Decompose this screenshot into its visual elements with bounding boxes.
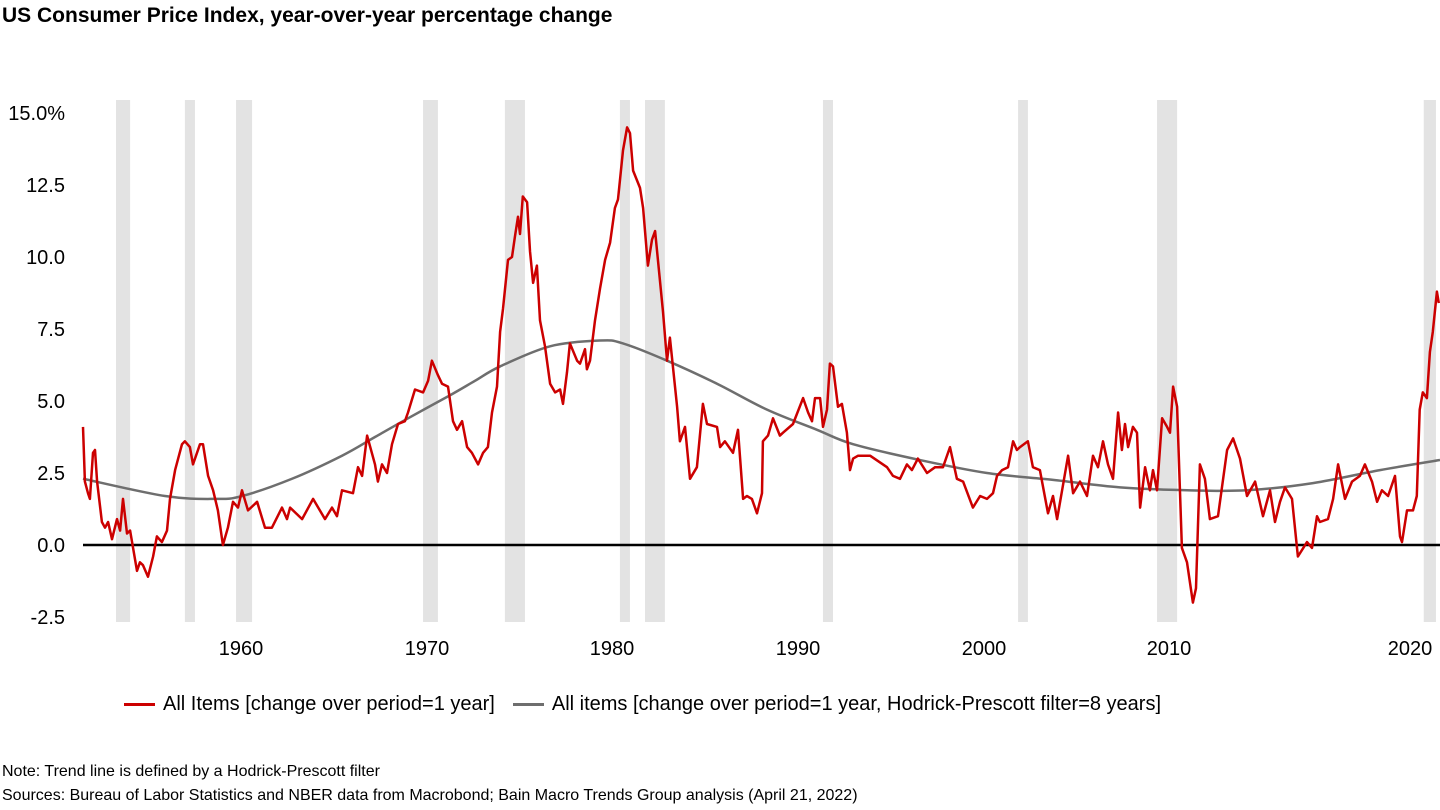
recession-bar [822,100,833,622]
series-line-hp-trend [82,339,1440,501]
sources-note: Sources: Bureau of Labor Statistics and … [2,787,858,804]
recession-bar [1018,100,1028,622]
legend-item-all-items: All Items [change over period=1 year] [124,693,495,716]
legend-label-all-items: All Items [change over period=1 year] [163,693,495,715]
x-tick-label: 1990 [776,638,821,660]
y-tick-label: 7.5 [37,319,65,341]
y-tick-label: -2.5 [31,607,65,629]
y-axis-ticks: 15.0% 12.5 10.0 7.5 5.0 2.5 0.0 -2.5 [8,103,65,629]
footnote: Note: Trend line is defined by a Hodrick… [2,763,380,780]
recession-shading-group [116,100,1436,622]
recession-bar [236,100,253,622]
recession-bar [645,100,665,622]
x-tick-label: 1980 [590,638,635,660]
legend-item-hp-trend: All items [change over period=1 year, Ho… [512,693,1162,716]
y-tick-label: 5.0 [37,391,65,413]
recession-bar [619,100,630,622]
x-axis-ticks: 1960 1970 1980 1990 2000 2010 2020 [219,638,1433,660]
x-tick-label: 2010 [1147,638,1192,660]
y-tick-label: 2.5 [37,463,65,485]
legend: All Items [change over period=1 year] Al… [124,693,1179,716]
recession-bar [116,100,131,622]
x-tick-label: 2000 [962,638,1007,660]
cpi-line-chart: 15.0%12.510.07.55.02.50.0-2.5 1960 1970 19… [8,100,1440,660]
y-tick-label: 10.0 [26,247,65,269]
y-tick-label: 15.0% [8,103,65,125]
chart-title: US Consumer Price Index, year-over-year … [2,4,613,27]
series-line-all-items [81,126,1440,604]
x-tick-label: 1960 [219,638,264,660]
y-tick-label: 12.5 [26,175,65,197]
recession-bar [423,100,438,622]
legend-swatch-red [124,703,155,706]
recession-bar [1157,100,1178,622]
legend-swatch-gray [512,703,544,706]
series-group [81,126,1440,604]
legend-label-hp-trend: All items [change over period=1 year, Ho… [551,693,1162,715]
x-tick-label: 1970 [405,638,450,660]
y-tick-label: 0.0 [37,535,65,557]
x-tick-label: 2020 [1388,638,1433,660]
recession-bar [184,100,195,622]
